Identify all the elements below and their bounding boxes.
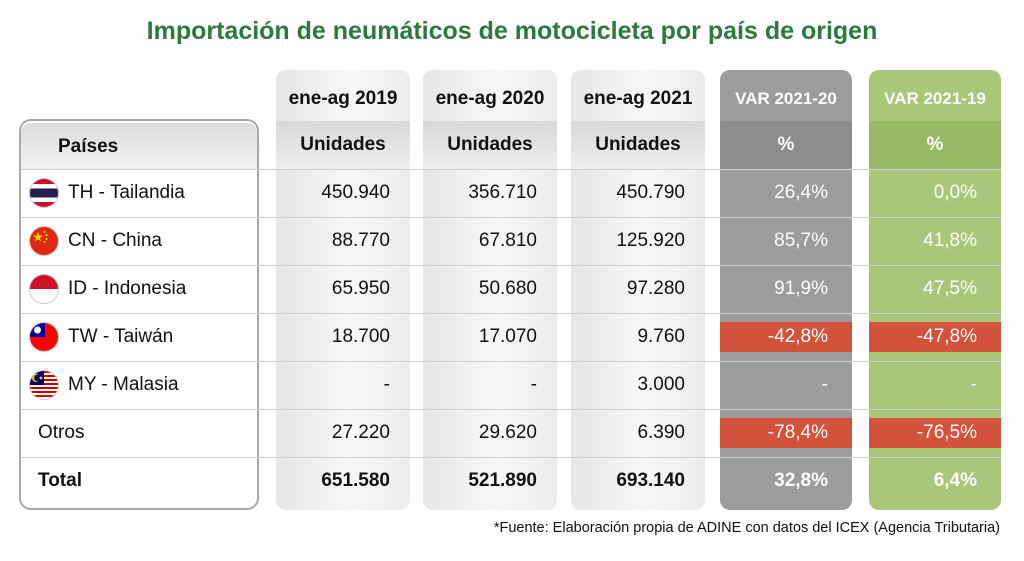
country-name: Otros: [38, 422, 85, 443]
column-period-header: VAR 2021-19: [884, 89, 986, 108]
source-note: *Fuente: Elaboración propia de ADINE con…: [493, 520, 1000, 536]
total-cell-value: 521.890: [468, 470, 537, 491]
column-unit-header: %: [926, 134, 944, 155]
table-cell-value: 26,4%: [774, 182, 828, 203]
column-unit-header: Unidades: [447, 134, 533, 155]
column-period-header: ene-ag 2021: [583, 88, 693, 109]
table-cell-value: 91,9%: [774, 278, 828, 299]
negative-value-highlight: [869, 322, 1001, 352]
table-cell-value: 17.070: [478, 326, 537, 347]
column-period-header: ene-ag 2019: [288, 88, 398, 109]
row-divider: [21, 169, 1001, 170]
taiwan-flag-icon: [30, 323, 58, 351]
row-divider: [21, 265, 1001, 266]
table-cell-value: 125.920: [616, 230, 685, 251]
table-cell-value: -: [530, 374, 537, 395]
table-cell-value: 29.620: [478, 422, 537, 443]
column-unit-header: %: [777, 134, 795, 155]
table-cell-value: -42,8%: [767, 326, 828, 347]
row-divider: [21, 409, 1001, 410]
table-cell-value: 6.390: [637, 422, 685, 443]
table-cell-value: 47,5%: [923, 278, 977, 299]
table-cell-value: 97.280: [626, 278, 685, 299]
column-period-header: VAR 2021-20: [735, 89, 837, 108]
country-column-header: Países: [58, 136, 119, 157]
country-label: TW - Taiwán: [30, 313, 255, 361]
total-cell-value: 32,8%: [774, 470, 828, 491]
country-name: ID - Indonesia: [68, 278, 187, 299]
table-cell-value: 27.220: [331, 422, 390, 443]
table-cell-value: 18.700: [331, 326, 390, 347]
malaysia-flag-icon: [30, 371, 58, 399]
unit-header-band: [276, 121, 410, 169]
table-cell-value: 41,8%: [923, 230, 977, 251]
country-label: Otros: [38, 409, 263, 457]
countries-column-box: [19, 119, 259, 510]
column-unit-header: Unidades: [595, 134, 681, 155]
table-cell-value: -: [383, 374, 390, 395]
table-cell-value: 9.760: [637, 326, 685, 347]
country-header-band: [21, 123, 257, 169]
unit-header-band: [720, 121, 852, 169]
total-cell-value: 693.140: [616, 470, 685, 491]
table-cell-value: -: [970, 374, 977, 395]
row-divider: [21, 361, 1001, 362]
table-cell-value: 85,7%: [774, 230, 828, 251]
indonesia-flag-icon: [30, 275, 58, 303]
row-divider: [21, 217, 1001, 218]
total-cell-value: 6,4%: [933, 470, 977, 491]
column-unit-header: Unidades: [300, 134, 386, 155]
country-name: CN - China: [68, 230, 162, 251]
thailand-flag-icon: [30, 179, 58, 207]
unit-header-band: [571, 121, 705, 169]
china-flag-icon: [30, 227, 58, 255]
country-name: TH - Tailandia: [68, 182, 185, 203]
table-cell-value: 3.000: [637, 374, 685, 395]
chart-title: Importación de neumáticos de motocicleta…: [146, 17, 878, 45]
negative-value-highlight: [720, 418, 852, 448]
table-cell-value: 0,0%: [933, 182, 977, 203]
table-cell-value: -76,5%: [916, 422, 977, 443]
negative-value-highlight: [869, 418, 1001, 448]
table-cell-value: 450.940: [321, 182, 390, 203]
total-cell-value: 651.580: [321, 470, 390, 491]
unit-header-band: [869, 121, 1001, 169]
row-divider: [21, 313, 1001, 314]
table-cell-value: -: [821, 374, 828, 395]
country-label: MY - Malasia: [30, 361, 255, 409]
table-cell-value: 88.770: [331, 230, 390, 251]
column-period-header: ene-ag 2020: [435, 88, 545, 109]
table-cell-value: 356.710: [468, 182, 537, 203]
table-cell-value: 67.810: [478, 230, 537, 251]
country-label: TH - Tailandia: [30, 169, 255, 217]
country-label: CN - China: [30, 217, 255, 265]
table-cell-value: 65.950: [331, 278, 390, 299]
table-cell-value: -47,8%: [916, 326, 977, 347]
unit-header-band: [423, 121, 557, 169]
table-cell-value: 50.680: [478, 278, 537, 299]
table-cell-value: -78,4%: [767, 422, 828, 443]
row-divider: [21, 457, 1001, 458]
total-label: Total: [38, 470, 82, 491]
table-cell-value: 450.790: [616, 182, 685, 203]
negative-value-highlight: [720, 322, 852, 352]
country-name: MY - Malasia: [68, 374, 179, 395]
country-name: TW - Taiwán: [68, 326, 174, 347]
country-label: ID - Indonesia: [30, 265, 255, 313]
